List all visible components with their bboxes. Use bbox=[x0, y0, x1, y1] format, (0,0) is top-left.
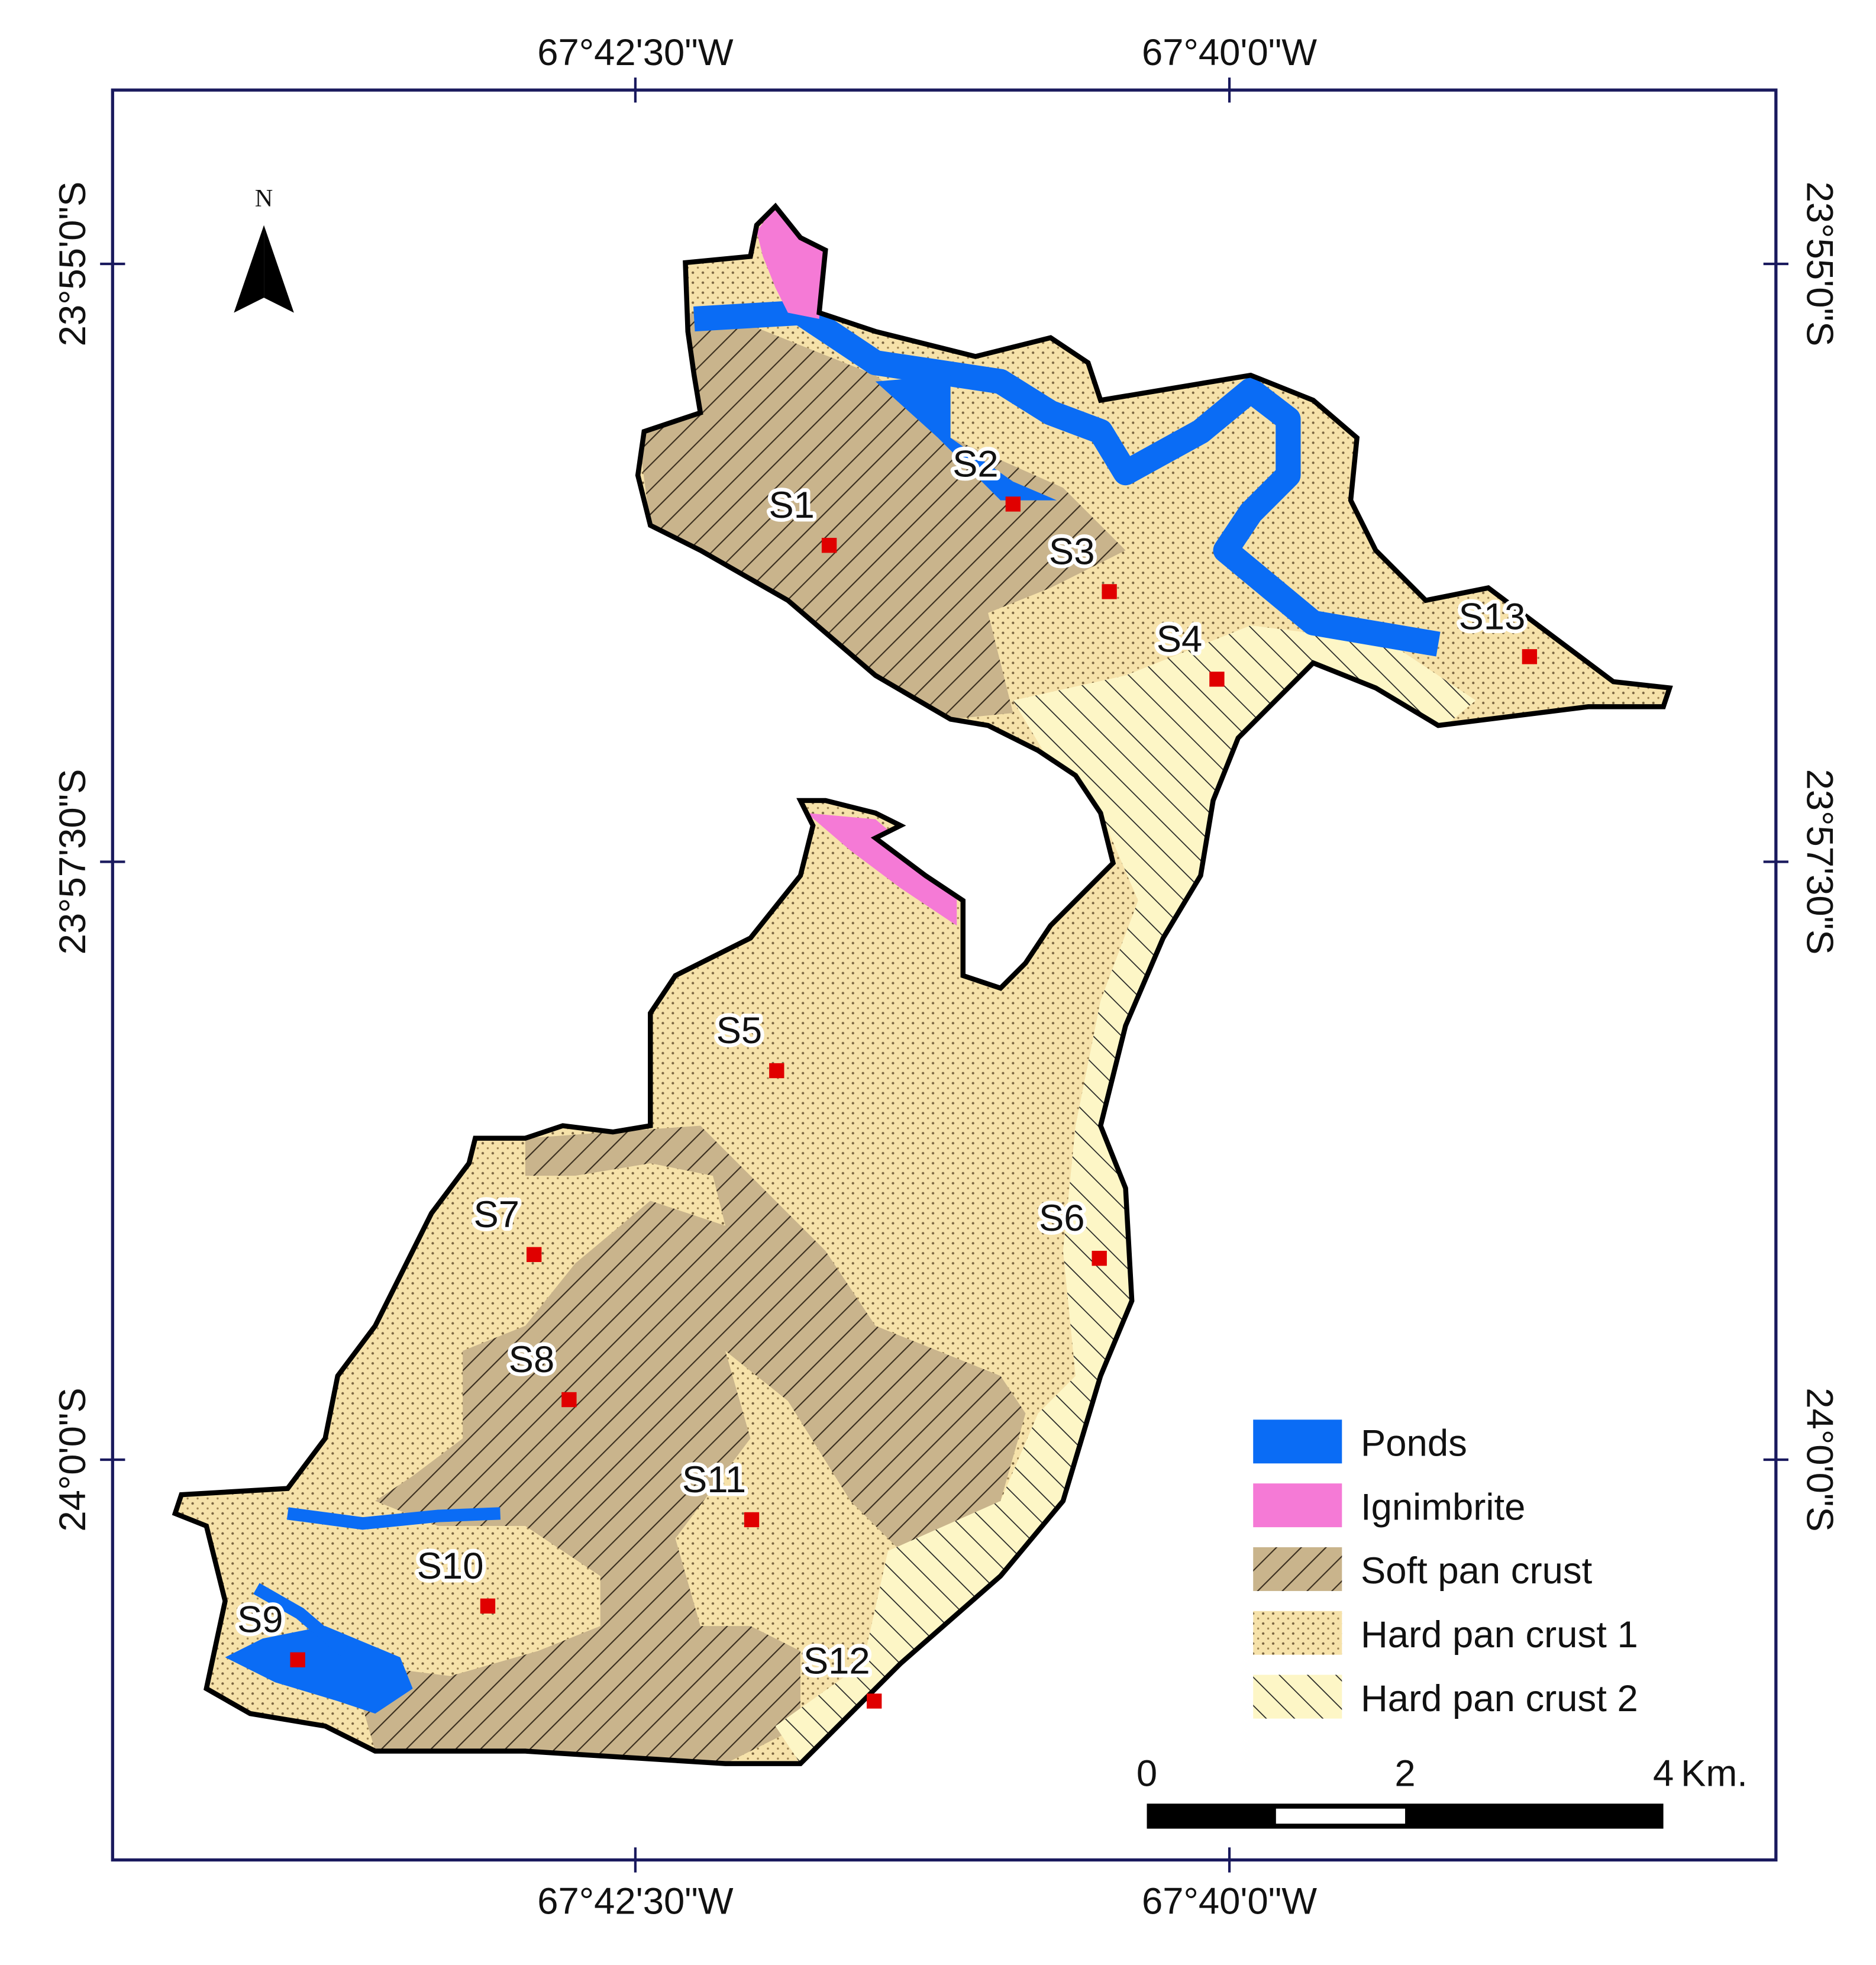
scale-bar-segment bbox=[1276, 1808, 1406, 1824]
site-label: S13 bbox=[1459, 596, 1526, 637]
ponds bbox=[225, 1626, 413, 1714]
site-label: S1 bbox=[769, 485, 815, 526]
sample-site bbox=[290, 1652, 305, 1667]
legend-label: Ponds bbox=[1361, 1423, 1467, 1464]
site-label: S8 bbox=[509, 1339, 555, 1380]
legend-swatch bbox=[1253, 1547, 1342, 1591]
legend-swatch bbox=[1253, 1483, 1342, 1528]
scale-tick-label: 2 bbox=[1394, 1753, 1415, 1795]
ponds bbox=[253, 1507, 501, 1656]
legend-label: Soft pan crust bbox=[1361, 1550, 1593, 1592]
sample-site bbox=[1092, 1250, 1107, 1266]
latitude-label: 23°57'30"S bbox=[52, 769, 93, 955]
longitude-label: 67°40'0"W bbox=[1142, 32, 1317, 73]
site-label: S5 bbox=[716, 1010, 763, 1051]
ponds bbox=[875, 375, 1057, 501]
site-label: S11 bbox=[682, 1459, 746, 1501]
latitude-label: 23°57'30"S bbox=[1799, 769, 1841, 955]
latitude-label: 23°55'0"S bbox=[52, 182, 93, 347]
sample-site bbox=[769, 1063, 784, 1079]
north-arrow: N bbox=[234, 185, 294, 313]
sample-site bbox=[867, 1693, 882, 1709]
site-label: S12 bbox=[803, 1640, 870, 1682]
latitude-label: 24°0'0"S bbox=[1799, 1388, 1841, 1531]
longitude-label: 67°40'0"W bbox=[1142, 1880, 1317, 1922]
sample-site bbox=[1209, 672, 1225, 687]
latitude-label: 23°55'0"S bbox=[1799, 182, 1841, 347]
site-label: S4 bbox=[1157, 618, 1203, 660]
soft-pan-crust bbox=[638, 312, 1126, 719]
legend-swatch bbox=[1253, 1674, 1342, 1719]
scale-unit: Km. bbox=[1681, 1753, 1748, 1795]
sample-site bbox=[1005, 496, 1021, 512]
scale-tick-label: 0 bbox=[1136, 1753, 1157, 1795]
sample-site bbox=[561, 1392, 577, 1408]
site-label: S3 bbox=[1049, 531, 1095, 572]
legend-label: Hard pan crust 1 bbox=[1361, 1614, 1638, 1656]
north-arrow-left bbox=[234, 225, 264, 313]
legend-swatch bbox=[1253, 1419, 1342, 1464]
ignimbrite bbox=[756, 206, 826, 320]
soft-pan-crust bbox=[350, 1125, 1026, 1764]
site-label: S2 bbox=[952, 443, 999, 485]
site-label: S6 bbox=[1039, 1198, 1085, 1239]
longitude-label: 67°42'30"W bbox=[537, 32, 734, 73]
sample-site bbox=[1522, 649, 1538, 664]
ponds bbox=[693, 300, 1441, 657]
sample-site bbox=[1102, 584, 1117, 599]
map-frame bbox=[111, 88, 1778, 1862]
sample-site bbox=[527, 1247, 542, 1262]
scale-tick-label: 4 bbox=[1653, 1753, 1674, 1795]
site-label: S7 bbox=[473, 1194, 519, 1235]
legend-label: Ignimbrite bbox=[1361, 1486, 1525, 1528]
north-label: N bbox=[255, 185, 273, 212]
ignimbrite bbox=[806, 813, 957, 926]
site-label: S9 bbox=[237, 1599, 283, 1641]
sample-site bbox=[480, 1598, 496, 1614]
north-arrow-right bbox=[264, 225, 294, 313]
sample-site bbox=[821, 537, 837, 553]
sample-site bbox=[744, 1512, 760, 1528]
legend-label: Hard pan crust 2 bbox=[1361, 1678, 1638, 1719]
latitude-label: 24°0'0"S bbox=[52, 1388, 93, 1531]
legend-swatch bbox=[1253, 1611, 1342, 1655]
longitude-label: 67°42'30"W bbox=[537, 1880, 734, 1922]
site-label: S10 bbox=[417, 1545, 484, 1587]
